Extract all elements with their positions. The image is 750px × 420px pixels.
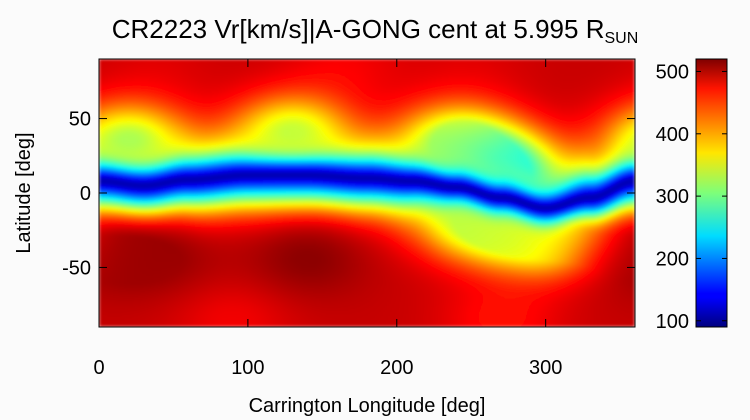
colorbar-tick-label: 300 [656, 186, 689, 208]
colorbar-tick-label: 200 [656, 248, 689, 270]
chart-title-main: CR2223 Vr[km/s]|A-GONG cent at 5.995 R [111, 14, 605, 44]
colorbar-tick-label: 500 [656, 61, 689, 83]
colorbar [695, 58, 728, 328]
x-tick-label: 100 [231, 357, 264, 379]
y-tick-label: 50 [69, 109, 91, 131]
y-tick-label: 0 [80, 183, 91, 205]
chart-title-subscript: SUN [604, 30, 639, 47]
chart-title: CR2223 Vr[km/s]|A-GONG cent at 5.995 RSU… [0, 14, 750, 48]
y-axis: -50 0 50 [62, 109, 635, 279]
x-axis: 0 100 200 300 [93, 59, 562, 379]
heatmap-area [99, 59, 635, 327]
y-tick-label: -50 [62, 257, 91, 279]
x-tick-label: 200 [380, 357, 413, 379]
heatmap-image [99, 59, 635, 327]
x-tick-label: 300 [529, 357, 562, 379]
colorbar-tick-label: 400 [656, 124, 689, 146]
colorbar-axis: 100 200 300 400 500 [656, 61, 727, 333]
colorbar-tick-label: 100 [656, 311, 689, 333]
x-tick-label: 0 [93, 357, 104, 379]
y-axis-label: Latitude [deg] [13, 132, 35, 253]
x-axis-label: Carrington Longitude [deg] [249, 395, 486, 417]
